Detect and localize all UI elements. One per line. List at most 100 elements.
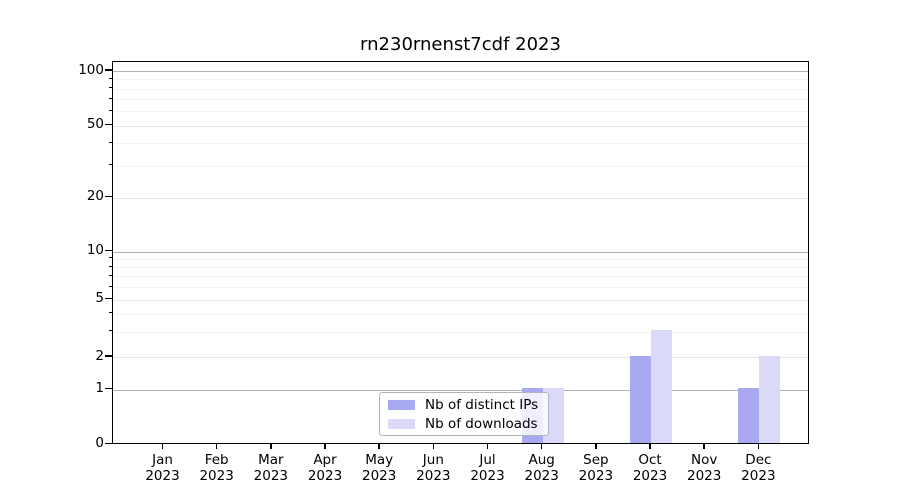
x-tick-month: Nov (691, 452, 718, 468)
y-minor-tick-mark (108, 274, 112, 276)
y-minor-tick-mark (108, 312, 112, 314)
gridline-minor (113, 99, 808, 101)
x-tick-label: Jun 2023 (403, 452, 463, 484)
gridline-minor (113, 79, 808, 81)
legend-swatch-distinct-ips-icon (388, 399, 415, 410)
x-tick-label: Jan 2023 (133, 452, 193, 484)
y-minor-tick-mark (108, 141, 112, 143)
x-tick-label: Mar 2023 (241, 452, 301, 484)
x-tick-mark (161, 444, 164, 449)
x-tick-month: Dec (745, 452, 772, 468)
gridline-minor (113, 258, 808, 260)
x-tick-label: Aug 2023 (512, 452, 572, 484)
x-tick-month: Jul (479, 452, 496, 468)
y-tick-mark (105, 355, 112, 357)
y-tick-label: 5 (95, 290, 104, 307)
y-minor-tick-mark (108, 330, 112, 332)
x-tick-month: Feb (204, 452, 229, 468)
gridline-minor (113, 313, 808, 315)
x-tick-label: Apr 2023 (295, 452, 355, 484)
y-tick-label: 1 (95, 380, 104, 396)
x-tick-year: 2023 (687, 468, 722, 484)
x-tick-year: 2023 (253, 468, 288, 484)
legend-swatch-downloads-icon (388, 418, 415, 429)
gridline-minor (113, 276, 808, 278)
y-minor-tick-mark (108, 265, 112, 267)
x-tick-mark (703, 444, 705, 449)
gridline (113, 299, 808, 301)
gridline-minor (113, 165, 808, 167)
x-tick-year: 2023 (416, 468, 451, 484)
bar-downloads-oct (651, 330, 673, 443)
y-tick-mark (105, 442, 112, 445)
x-tick-month: Sep (583, 452, 609, 468)
x-tick-mark (270, 444, 272, 449)
x-tick-label: Nov 2023 (674, 452, 734, 484)
x-tick-mark (540, 444, 543, 449)
y-tick-label: 0 (95, 435, 104, 451)
x-tick-mark (432, 444, 435, 449)
x-tick-year: 2023 (524, 468, 559, 484)
legend-item-downloads: Nb of downloads (388, 416, 548, 432)
x-tick-mark (486, 444, 489, 449)
x-tick-year: 2023 (632, 468, 668, 484)
x-tick-year: 2023 (361, 468, 397, 484)
gridline (113, 197, 808, 199)
chart-title: rn230rnenst7cdf 2023 (360, 34, 561, 55)
y-tick-label: 100 (78, 61, 104, 78)
y-tick-mark (105, 249, 112, 252)
y-minor-tick-mark (108, 77, 112, 79)
legend-item-distinct-ips: Nb of distinct IPs (388, 397, 548, 413)
y-tick-label: 10 (86, 242, 104, 258)
gridline-major (113, 71, 808, 72)
y-minor-tick-mark (108, 164, 112, 166)
x-tick-month: May (365, 452, 394, 468)
x-tick-label: Jul 2023 (458, 452, 518, 484)
x-tick-month: Apr (313, 452, 337, 468)
gridline-major (113, 389, 808, 391)
x-tick-mark (757, 444, 760, 449)
y-tick-label: 50 (86, 116, 104, 132)
x-tick-month: Mar (258, 452, 284, 468)
x-tick-year: 2023 (470, 468, 505, 484)
x-tick-mark (595, 444, 597, 449)
x-tick-month: Oct (638, 452, 662, 468)
y-minor-tick-mark (108, 285, 112, 287)
gridline-minor (113, 111, 808, 113)
x-tick-year: 2023 (741, 468, 776, 484)
bar-downloads-dec (759, 355, 781, 443)
x-tick-month: Aug (528, 452, 555, 468)
x-tick-mark (378, 444, 380, 449)
legend-label-downloads: Nb of downloads (425, 415, 538, 432)
gridline-minor (113, 331, 808, 333)
gridline-major (113, 251, 808, 253)
x-tick-year: 2023 (307, 468, 343, 484)
y-minor-tick-mark (108, 257, 112, 259)
x-tick-year: 2023 (578, 468, 614, 484)
y-minor-tick-mark (108, 109, 112, 111)
y-tick-mark (105, 195, 112, 198)
legend: Nb of distinct IPs Nb of downloads (379, 392, 549, 436)
y-tick-mark (105, 387, 112, 390)
x-tick-label: Oct 2023 (620, 452, 680, 484)
x-tick-month: Jun (422, 452, 444, 468)
legend-label-distinct-ips: Nb of distinct IPs (425, 396, 539, 413)
x-tick-year: 2023 (145, 468, 180, 484)
x-tick-month: Jan (152, 452, 173, 468)
y-minor-tick-mark (108, 97, 112, 99)
bar-distinct-ips-oct (630, 355, 652, 443)
x-tick-mark (649, 444, 651, 449)
x-tick-label: Sep 2023 (566, 452, 626, 484)
bar-distinct-ips-dec (738, 388, 760, 443)
y-tick-mark (105, 69, 112, 71)
y-tick-label: 20 (86, 188, 104, 204)
gridline (113, 357, 808, 358)
gridline-minor (113, 287, 808, 289)
x-tick-year: 2023 (199, 468, 234, 484)
gridline-minor (113, 143, 808, 145)
plot-area (112, 61, 809, 444)
y-minor-tick-mark (108, 87, 112, 89)
x-tick-mark (324, 444, 326, 449)
x-tick-label: May 2023 (349, 452, 409, 484)
